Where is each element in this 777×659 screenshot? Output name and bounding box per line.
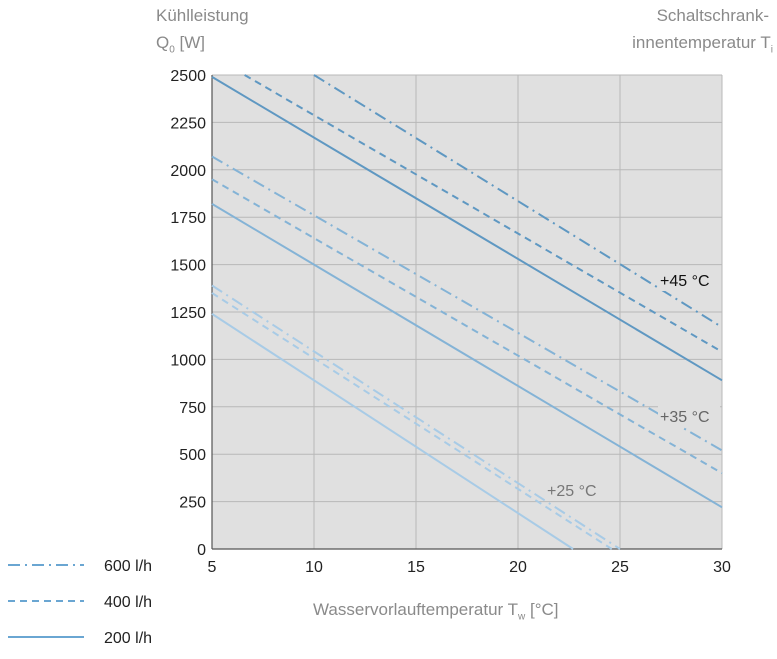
legend-label: 200 l/h <box>104 630 152 647</box>
series-line-0-dashdot <box>313 74 723 329</box>
series-line-1-solid <box>211 203 723 509</box>
right-title-sub: i <box>770 44 773 56</box>
temperature-label: +45 °C <box>660 273 710 290</box>
y-tick-label: 500 <box>179 447 206 464</box>
series-lines <box>211 74 723 550</box>
x-tick-label: 10 <box>305 559 323 576</box>
temperature-labels: +45 °C +35 °C +25 °C <box>545 270 720 501</box>
legend-label: 400 l/h <box>104 594 152 611</box>
temperature-label-bg <box>658 270 720 291</box>
y-tick-label: 1750 <box>170 210 206 227</box>
y-tick-label: 1250 <box>170 305 206 322</box>
y-tick-label: 2250 <box>170 115 206 132</box>
y-axis-title-line1: Kühlleistung <box>156 6 249 25</box>
y-tick-label: 1500 <box>170 258 206 275</box>
x-axis-title-text: Wasservorlauftemperatur T <box>313 600 519 619</box>
series-line-0-solid <box>211 76 723 382</box>
y-tick-label: 0 <box>197 542 206 559</box>
y-axis-unit-text: [W] <box>179 33 206 52</box>
x-axis-title-unit: [°C] <box>529 600 559 619</box>
series-line-1-dashed <box>211 178 723 475</box>
y-axis-unit: Q0 [W] <box>156 33 205 60</box>
temperature-label: +35 °C <box>660 409 710 426</box>
series-line-0-dashed <box>244 74 723 353</box>
x-tick-label: 20 <box>509 559 527 576</box>
x-tick-label: 5 <box>208 559 217 576</box>
y-tick-label: 1000 <box>170 352 206 369</box>
y-tick-label: 750 <box>179 400 206 417</box>
y-axis-title: Kühlleistung <box>156 6 249 26</box>
x-tick-label: 25 <box>611 559 629 576</box>
series-line-2-solid <box>211 313 574 550</box>
series-line-1-dashdot <box>211 155 723 452</box>
y-tick-label: 250 <box>179 495 206 512</box>
right-title: Schaltschrank- <box>657 6 769 26</box>
tick-labels: 0 250 500 750 1000 1250 1500 1750 2000 2250 2500 5 1… <box>170 68 731 576</box>
y-axis-symbol: Q <box>156 33 170 52</box>
legend-label: 600 l/h <box>104 558 152 575</box>
y-tick-label: 2500 <box>170 68 206 85</box>
temperature-label-bg <box>545 480 607 501</box>
x-axis-title-sub: w <box>518 611 526 623</box>
right-title-line1: Schaltschrank- <box>656 6 769 25</box>
y-tick-label: 2000 <box>170 163 206 180</box>
temperature-label-bg <box>658 406 720 427</box>
right-title-line2: innentemperatur T <box>632 33 771 52</box>
x-tick-label: 15 <box>407 559 425 576</box>
right-title-2: innentemperatur Ti <box>632 33 773 60</box>
y-axis-symbol-sub: 0 <box>169 44 175 56</box>
x-tick-label: 30 <box>713 559 731 576</box>
x-axis-title: Wasservorlauftemperatur Tw [°C] <box>313 600 559 627</box>
temperature-label: +25 °C <box>547 483 597 500</box>
series-line-2-dashdot <box>211 284 621 550</box>
legend: 600 l/h 400 l/h 200 l/h <box>8 558 152 647</box>
